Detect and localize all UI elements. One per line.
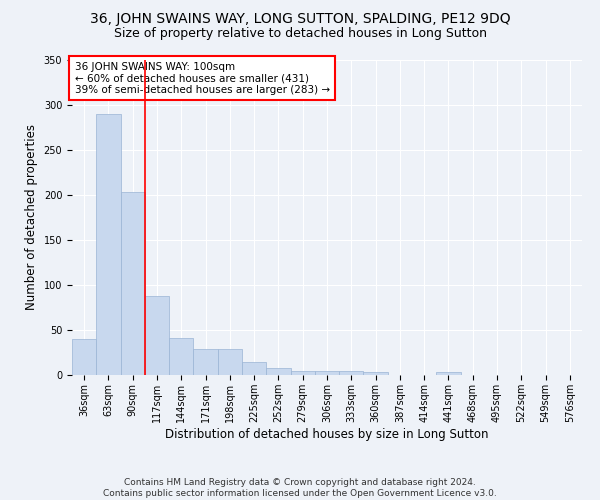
Bar	[121, 192, 145, 375]
Text: 36, JOHN SWAINS WAY, LONG SUTTON, SPALDING, PE12 9DQ: 36, JOHN SWAINS WAY, LONG SUTTON, SPALDI…	[89, 12, 511, 26]
Bar	[364, 372, 388, 375]
Text: Size of property relative to detached houses in Long Sutton: Size of property relative to detached ho…	[113, 28, 487, 40]
Bar	[315, 370, 339, 375]
Bar	[290, 370, 315, 375]
Bar	[72, 339, 96, 375]
Text: Contains HM Land Registry data © Crown copyright and database right 2024.
Contai: Contains HM Land Registry data © Crown c…	[103, 478, 497, 498]
Bar	[242, 362, 266, 375]
Bar	[218, 349, 242, 375]
Bar	[436, 372, 461, 375]
X-axis label: Distribution of detached houses by size in Long Sutton: Distribution of detached houses by size …	[165, 428, 489, 440]
Bar	[193, 349, 218, 375]
Bar	[266, 368, 290, 375]
Bar	[169, 338, 193, 375]
Bar	[145, 296, 169, 375]
Bar	[96, 114, 121, 375]
Y-axis label: Number of detached properties: Number of detached properties	[25, 124, 38, 310]
Text: 36 JOHN SWAINS WAY: 100sqm
← 60% of detached houses are smaller (431)
39% of sem: 36 JOHN SWAINS WAY: 100sqm ← 60% of deta…	[74, 62, 329, 95]
Bar	[339, 372, 364, 375]
